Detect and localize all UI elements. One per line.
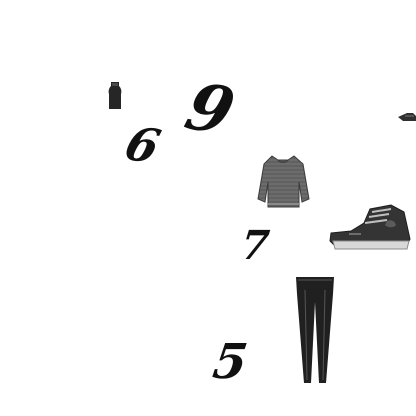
sneaker-icon — [329, 204, 411, 250]
digit-6: 6 — [119, 117, 167, 174]
sleeveless-top-icon — [108, 82, 122, 109]
sweater-icon — [257, 155, 310, 208]
leggings-icon — [296, 277, 334, 383]
digit-7: 7 — [238, 222, 272, 269]
digit-5: 5 — [209, 334, 251, 390]
cropped-item-icon — [398, 113, 416, 121]
digit-9: 9 — [177, 70, 243, 150]
